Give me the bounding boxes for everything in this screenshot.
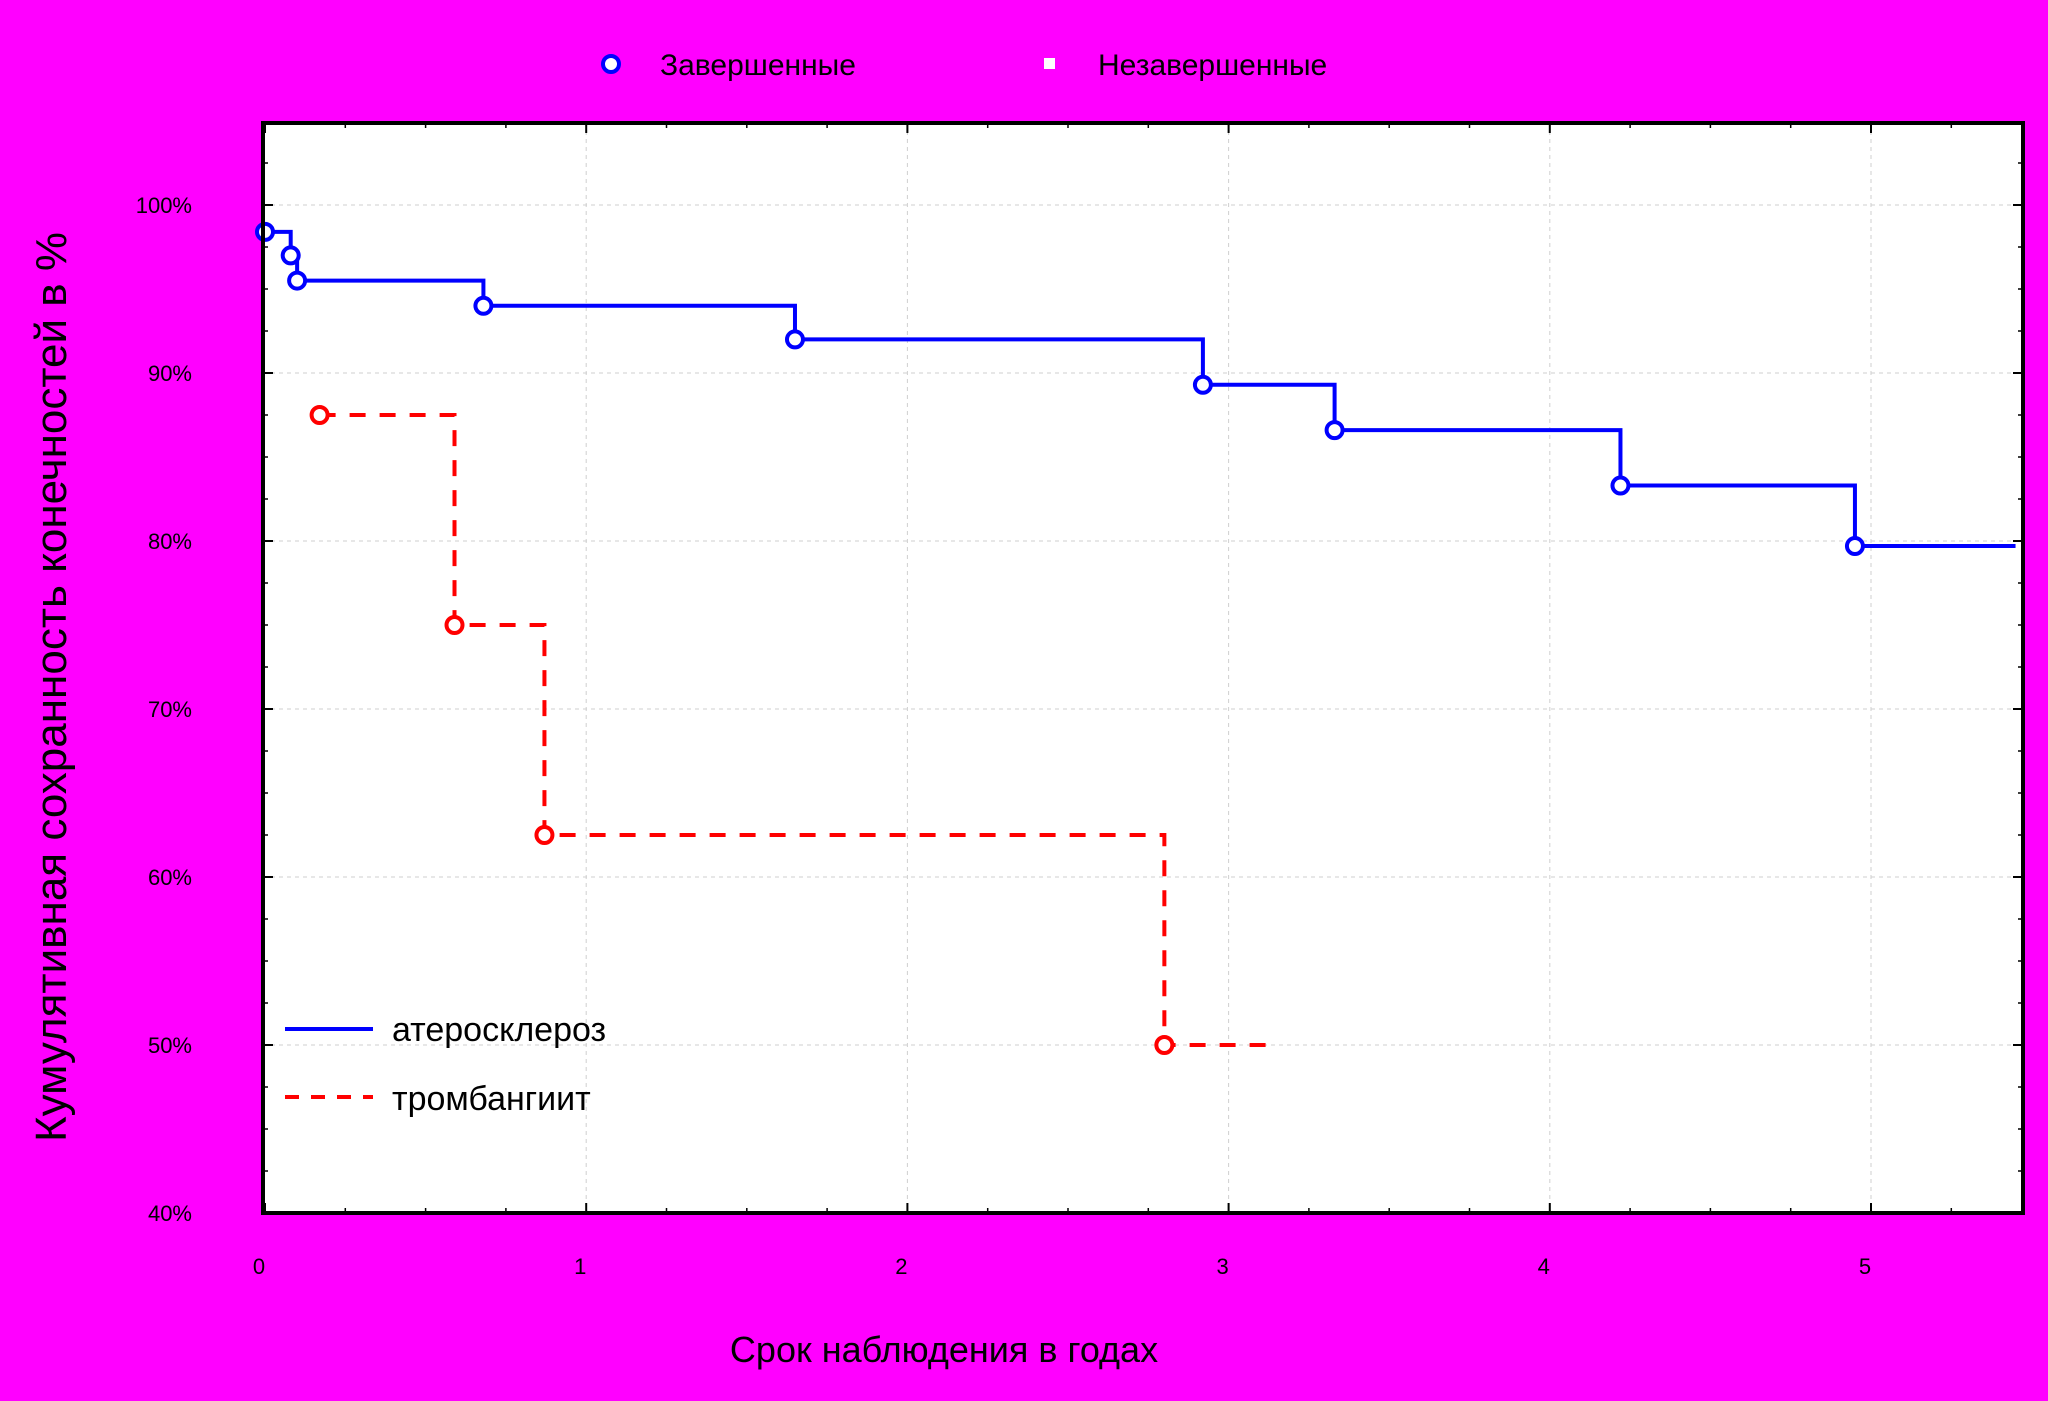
event-marker — [444, 615, 465, 635]
y-tick-label: 90% — [148, 361, 192, 386]
legend-label-thromboangiitis: тромбангиит — [392, 1080, 591, 1118]
y-tick-label: 100% — [136, 193, 192, 218]
event-marker — [1844, 536, 1865, 557]
event-marker — [784, 329, 805, 350]
event-marker — [1192, 374, 1213, 395]
y-tick-label: 50% — [148, 1033, 192, 1058]
x-tick-label: 5 — [1859, 1254, 1871, 1279]
event-marker — [309, 405, 330, 425]
event-marker — [287, 270, 308, 291]
y-tick-label: 60% — [148, 865, 192, 890]
event-marker — [1324, 420, 1345, 441]
x-tick-label: 3 — [1216, 1254, 1228, 1279]
completed-marker-icon — [601, 54, 621, 74]
x-axis-title: Срок наблюдения в годах — [730, 1329, 1158, 1370]
legend-completed-label: Завершенные — [660, 49, 856, 82]
event-marker — [473, 295, 494, 316]
marker-legend: Завершенные Незавершенные — [601, 49, 1327, 82]
legend-label-atherosclerosis: атеросклероз — [392, 1011, 606, 1049]
y-tick-label: 40% — [148, 1201, 192, 1226]
series-legend: атеросклероз тромбангиит — [285, 1011, 606, 1118]
censored-marker-icon — [1044, 58, 1055, 69]
x-tick-label: 1 — [574, 1254, 586, 1279]
x-tick-label: 0 — [253, 1254, 265, 1279]
y-axis-title: Кумулятивная сохранность конечностей в % — [27, 232, 76, 1142]
x-tick-label: 4 — [1538, 1254, 1550, 1279]
y-tick-label: 70% — [148, 697, 192, 722]
y-tick-label: 80% — [148, 529, 192, 554]
y-axis-ticks: 40% 50% 60% 70% 80% 90% 100% — [136, 162, 2023, 1226]
event-marker — [1154, 1035, 1175, 1055]
plot-frame — [261, 121, 2025, 1215]
plot-area — [263, 123, 2023, 1213]
legend-censored-label: Незавершенные — [1098, 49, 1327, 82]
event-marker — [1610, 475, 1631, 496]
x-axis-ticks: 0 1 2 3 4 5 — [253, 123, 1953, 1279]
event-marker — [534, 825, 555, 845]
event-marker — [280, 245, 301, 266]
x-tick-label: 2 — [895, 1254, 907, 1279]
gridlines — [263, 123, 2023, 1213]
